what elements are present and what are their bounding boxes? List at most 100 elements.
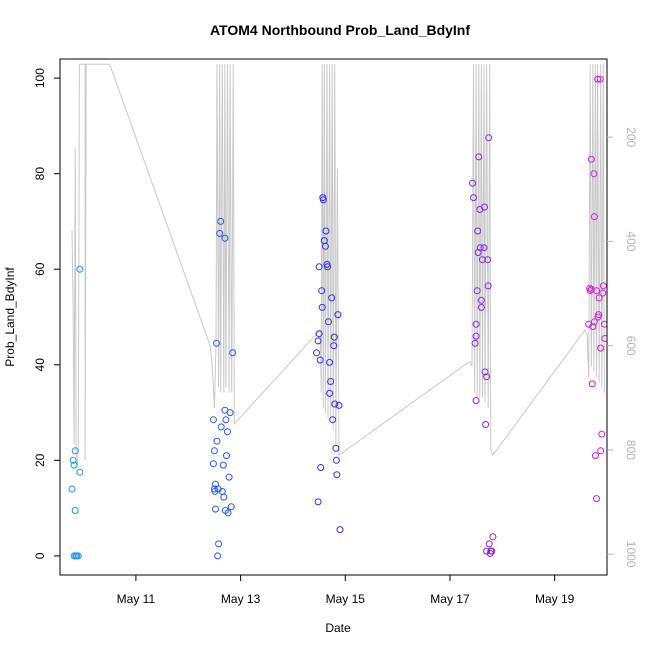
data-point (476, 244, 484, 252)
data-point (590, 170, 598, 178)
data-point (326, 389, 334, 397)
x-axis: May 11 May 13 May 15 May 17 May 19 (117, 574, 575, 606)
data-point (314, 498, 322, 506)
y-tick-label: 60 (33, 262, 47, 276)
data-point (325, 318, 332, 326)
data-point (482, 421, 490, 428)
x-axis-label: Date (325, 621, 351, 635)
data-point (216, 229, 224, 237)
y-tick-label: 40 (33, 358, 47, 372)
data-point (213, 339, 220, 347)
y2-tick-label: 400 (624, 231, 638, 251)
data-point (331, 400, 339, 408)
data-point (209, 416, 217, 424)
data-point (483, 547, 491, 555)
data-point (220, 493, 228, 501)
data-point (222, 416, 230, 424)
data-point (318, 287, 326, 295)
data-point (475, 153, 483, 161)
x-tick-label: May 19 (535, 592, 575, 606)
y-axis: 0 20 40 60 80 100 (33, 68, 60, 559)
data-point (599, 282, 607, 290)
data-point (594, 75, 602, 83)
data-point (472, 397, 480, 405)
data-point (328, 294, 336, 302)
data-point (227, 503, 235, 511)
data-point (597, 447, 605, 455)
data-point (209, 460, 217, 468)
data-point (219, 461, 227, 469)
data-point (76, 265, 84, 273)
data-point (590, 318, 598, 326)
y2-axis: 200 400 600 800 1000 (607, 127, 638, 568)
data-point (485, 540, 493, 548)
y2-tick-label: 600 (624, 336, 638, 356)
data-point (71, 447, 79, 455)
y-tick-label: 0 (33, 552, 47, 559)
data-point (324, 263, 331, 271)
x-tick-label: May 15 (326, 592, 366, 606)
data-point (471, 339, 479, 347)
y-tick-label: 20 (33, 453, 47, 467)
y-tick-label: 80 (33, 167, 47, 181)
data-point (332, 444, 340, 452)
data-point (484, 256, 492, 264)
data-point (601, 335, 607, 342)
data-point (600, 320, 607, 328)
data-point (485, 134, 493, 142)
data-point (70, 461, 78, 469)
data-point (473, 287, 481, 295)
data-point (489, 533, 497, 541)
data-point (592, 452, 599, 460)
data-point (327, 378, 335, 385)
y2-tick-label: 200 (624, 127, 638, 147)
data-point (214, 552, 222, 560)
data-point (224, 509, 232, 517)
data-point (333, 471, 341, 479)
data-point (329, 416, 337, 424)
data-point (215, 540, 223, 548)
data-point (314, 337, 322, 345)
depth-series-line (71, 63, 605, 466)
data-point (593, 495, 600, 503)
data-point (484, 282, 492, 290)
data-point (597, 344, 605, 352)
data-point (488, 547, 496, 555)
y2-tick-label: 1000 (624, 541, 638, 568)
data-point (472, 332, 480, 340)
data-point (599, 289, 607, 297)
data-point (315, 330, 323, 338)
data-point (74, 552, 82, 560)
data-point (68, 485, 76, 493)
data-point (590, 213, 598, 221)
x-tick-label: May 17 (430, 592, 470, 606)
x-tick-label: May 13 (221, 592, 261, 606)
data-point (332, 456, 340, 464)
data-point (210, 447, 218, 455)
data-point (316, 356, 324, 364)
data-point (226, 409, 234, 417)
data-point (71, 507, 79, 514)
data-point (595, 294, 603, 302)
data-point (478, 256, 486, 264)
data-point (224, 428, 231, 436)
data-point (225, 473, 233, 481)
data-point (317, 464, 325, 471)
plot-inner (68, 63, 607, 560)
data-point (336, 526, 344, 534)
data-point (322, 227, 330, 235)
data-point (335, 401, 343, 409)
data-point (212, 505, 219, 513)
y-tick-label: 100 (33, 68, 47, 88)
data-point (472, 320, 480, 328)
data-point (229, 349, 237, 357)
data-point (321, 242, 329, 250)
data-point (69, 456, 77, 464)
data-point (217, 217, 225, 225)
chart-title: ATOM4 Northbound Prob_Land_BdyInf (210, 22, 470, 38)
data-point (474, 227, 482, 235)
data-point (477, 303, 485, 311)
data-point (596, 75, 604, 83)
data-point (76, 468, 84, 476)
